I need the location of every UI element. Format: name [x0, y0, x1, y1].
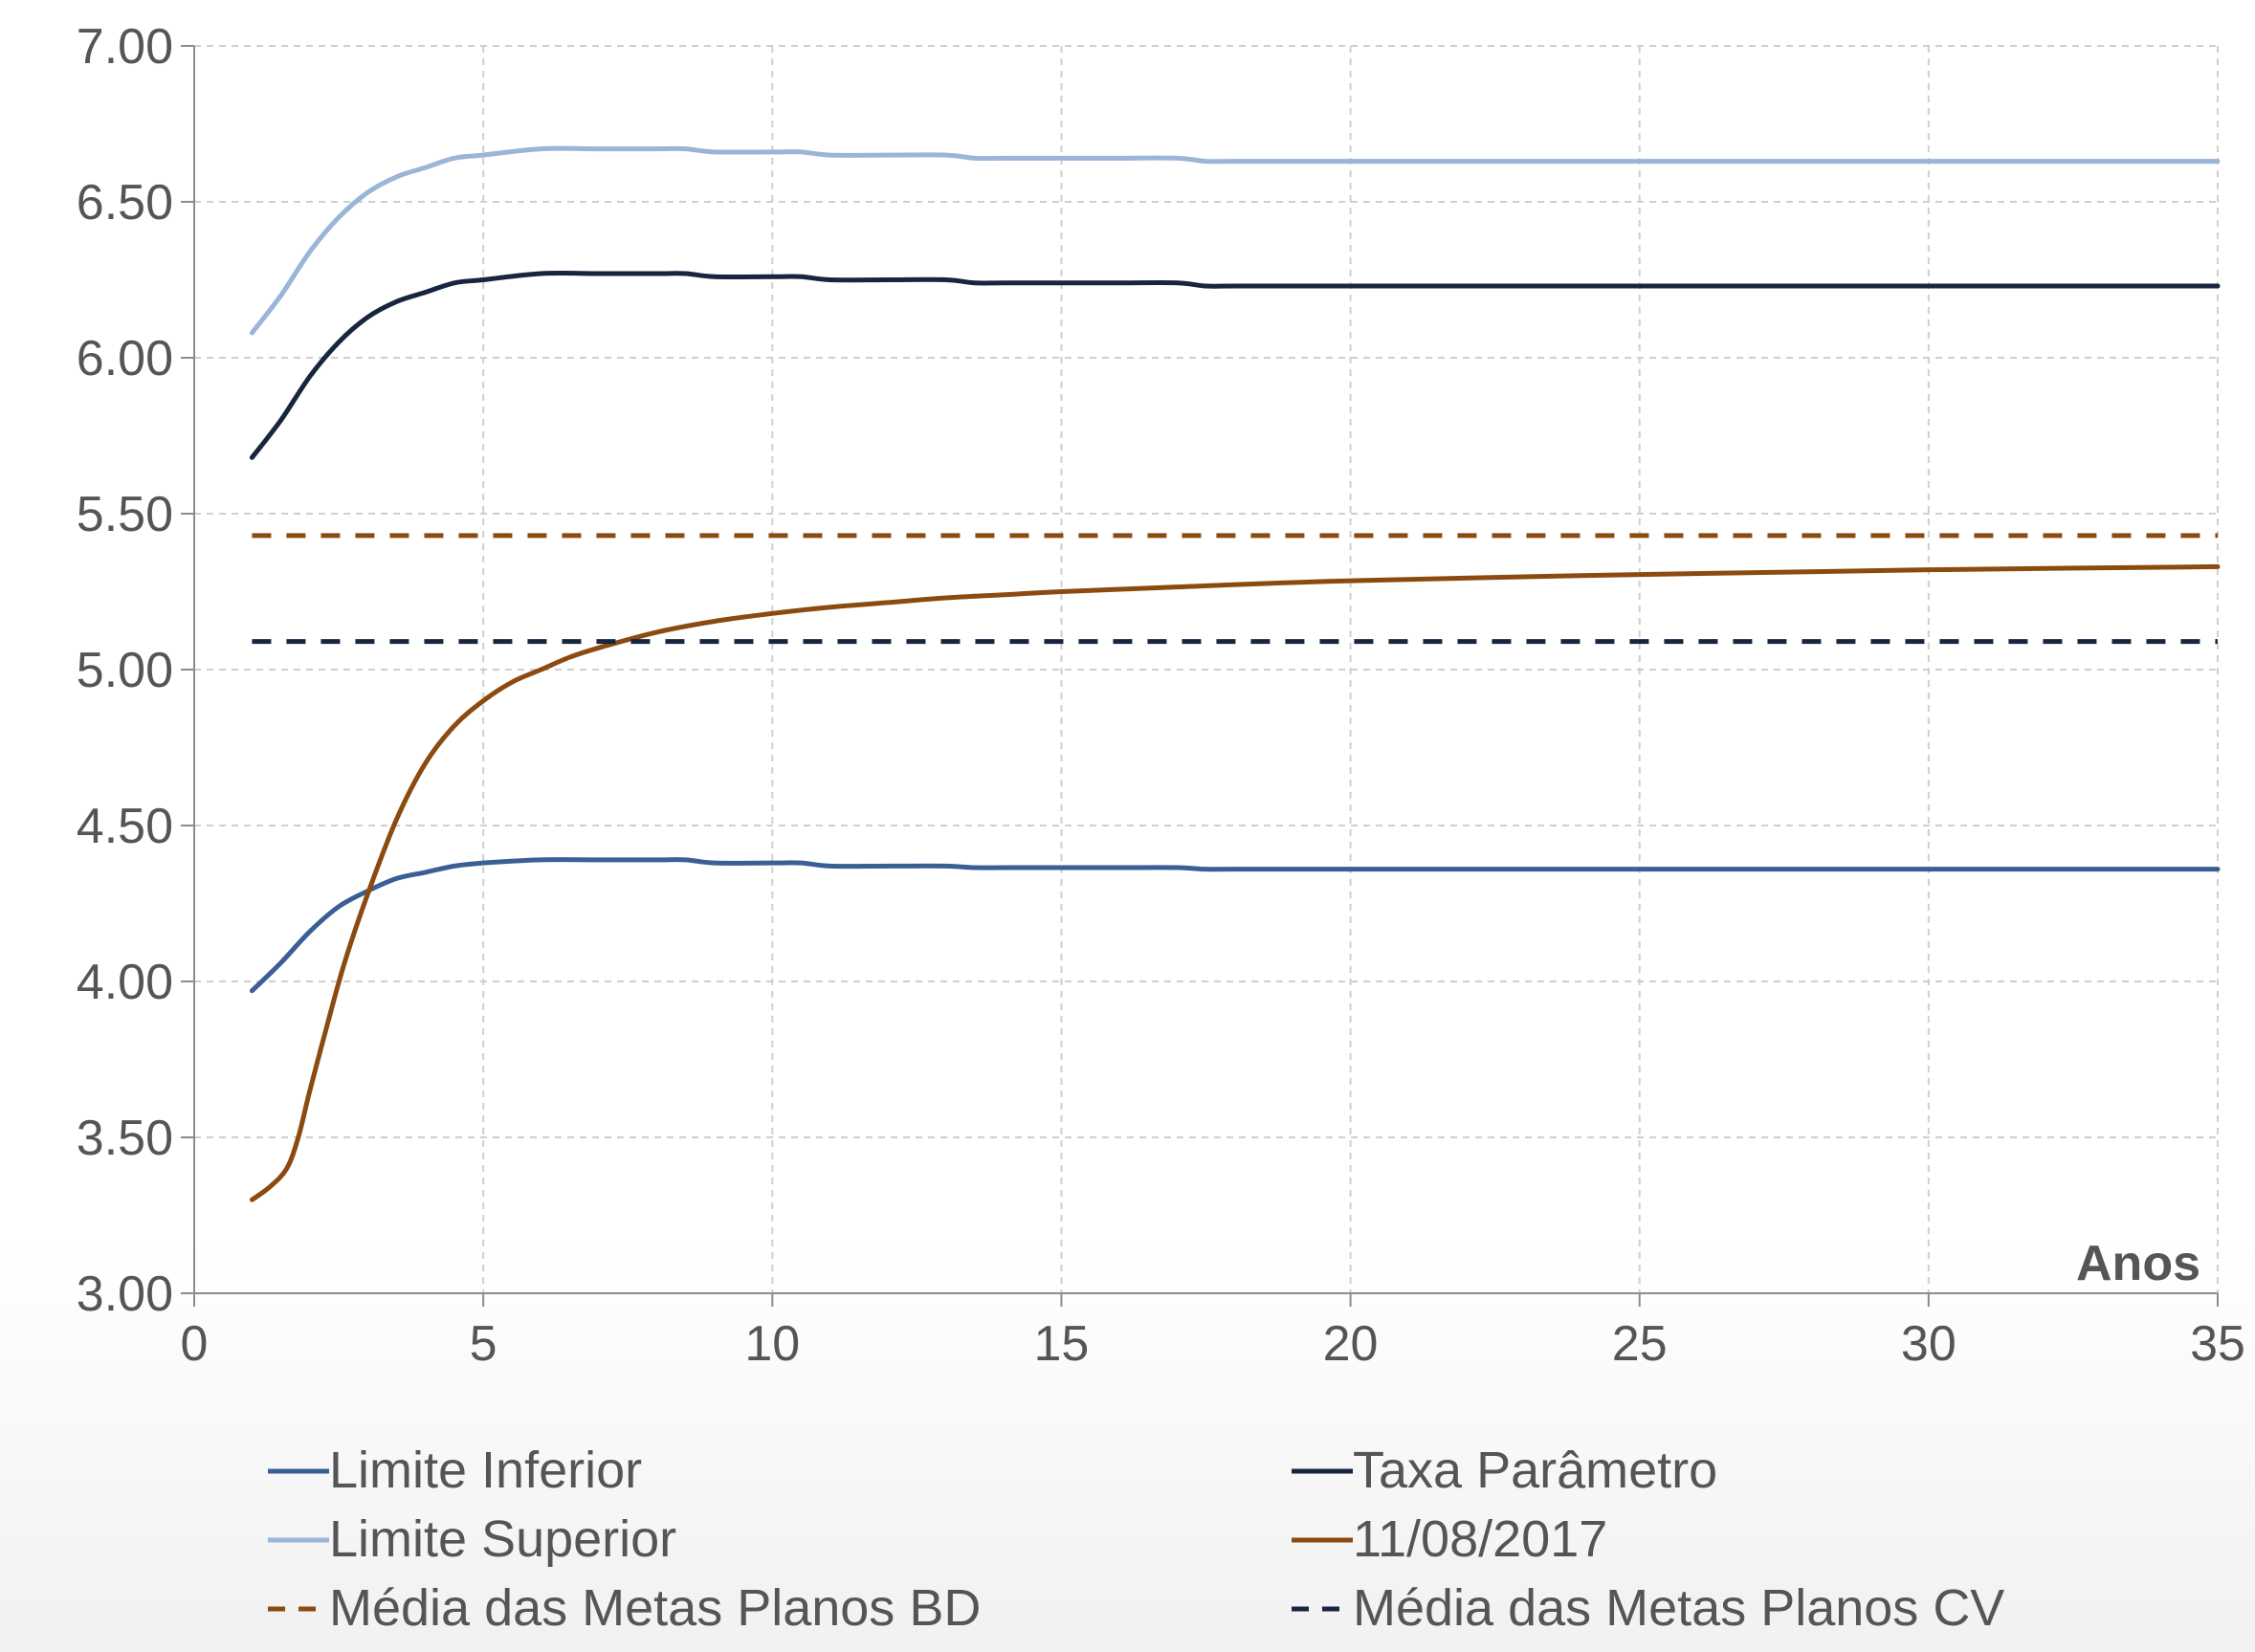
x-tick-label: 20 — [1323, 1316, 1379, 1372]
y-tick-label: 4.00 — [77, 955, 173, 1010]
legend-entry: 11/08/2017 — [1292, 1510, 1607, 1568]
x-tick-label: 30 — [1901, 1316, 1957, 1372]
legend-entry: Limite Superior — [268, 1510, 676, 1568]
y-tick-label: 3.50 — [77, 1111, 173, 1166]
x-tick-label: 10 — [744, 1316, 800, 1372]
y-tick-label: 5.50 — [77, 487, 173, 542]
x-tick-label: 35 — [2190, 1316, 2245, 1372]
legend-entry: Limite Inferior — [268, 1442, 642, 1499]
series-line-2 — [249, 145, 2221, 336]
legend: Limite Inferior Taxa Parâmetro Limite Supe… — [268, 1442, 2004, 1637]
tick-labels: 3.00 3.50 4.00 4.50 5.00 5.50 6.00 6.50 7.00 0 5 10… — [77, 19, 2245, 1372]
legend-entry: Taxa Parâmetro — [1292, 1442, 1717, 1499]
x-tick-label: 0 — [181, 1316, 209, 1372]
x-tick-label: 5 — [470, 1316, 497, 1372]
legend-label: Média das Metas Planos CV — [1353, 1579, 2004, 1637]
legend-label: Limite Inferior — [329, 1442, 642, 1499]
y-tick-label: 3.00 — [77, 1267, 173, 1322]
legend-label: Média das Metas Planos BD — [329, 1579, 981, 1637]
y-tick-label: 6.00 — [77, 331, 173, 386]
series-line-3 — [249, 563, 2221, 1202]
legend-label: Taxa Parâmetro — [1353, 1442, 1717, 1499]
x-tick-label: 15 — [1034, 1316, 1090, 1372]
gridlines — [194, 45, 2219, 1293]
y-tick-label: 5.00 — [77, 643, 173, 698]
x-axis-label: Anos — [2076, 1236, 2200, 1291]
x-tick-label: 25 — [1612, 1316, 1668, 1372]
legend-entry: Média das Metas Planos BD — [268, 1579, 981, 1637]
y-tick-label: 6.50 — [77, 175, 173, 231]
legend-entry: Média das Metas Planos CV — [1292, 1579, 2004, 1637]
y-tick-label: 4.50 — [77, 799, 173, 854]
axes — [181, 45, 2219, 1307]
series-line-0 — [249, 857, 2221, 994]
series-lines — [249, 145, 2221, 1202]
legend-label: Limite Superior — [329, 1510, 676, 1568]
series-line-1 — [249, 271, 2221, 460]
legend-label: 11/08/2017 — [1353, 1510, 1607, 1568]
y-tick-label: 7.00 — [77, 19, 173, 75]
